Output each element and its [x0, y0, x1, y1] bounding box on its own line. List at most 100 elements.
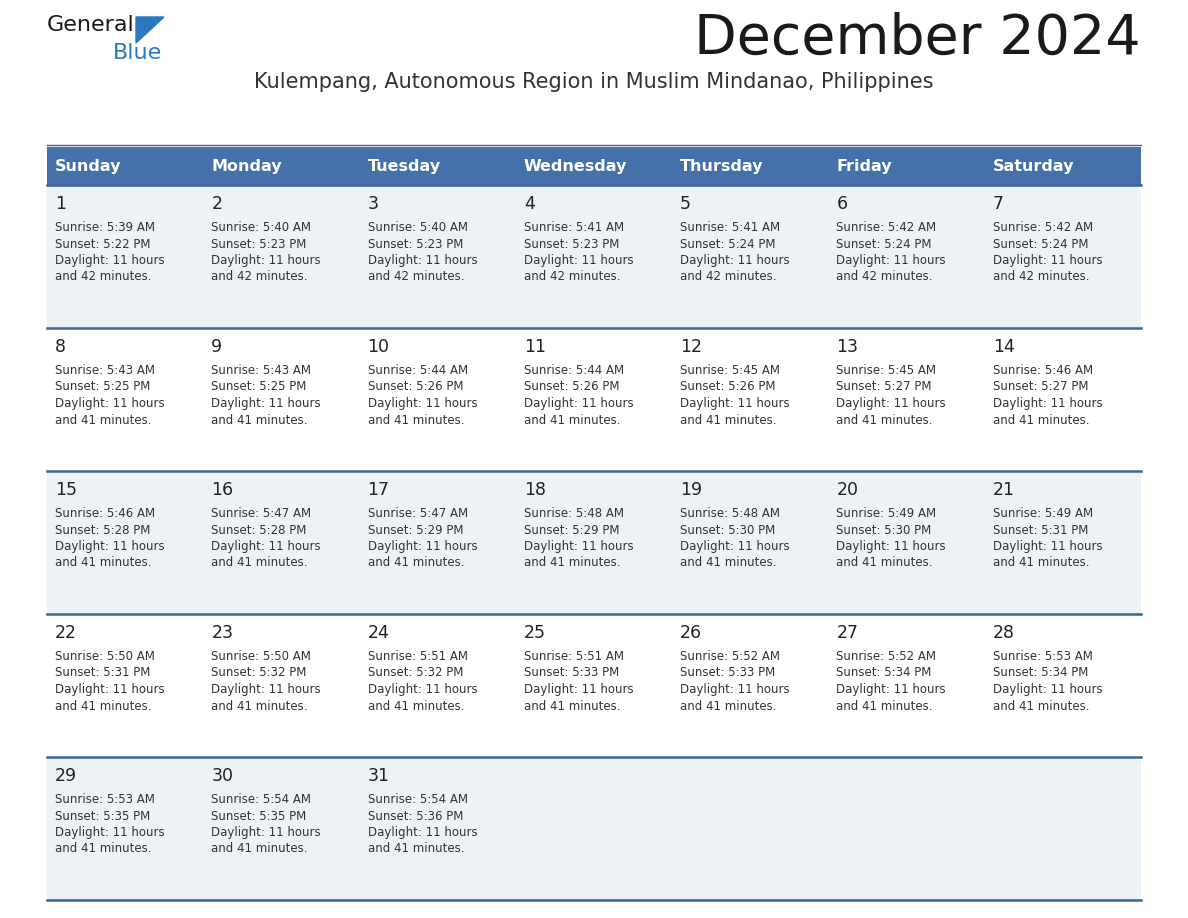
Text: Sunrise: 5:48 AM: Sunrise: 5:48 AM [524, 507, 624, 520]
Text: Sunrise: 5:46 AM: Sunrise: 5:46 AM [55, 507, 156, 520]
Text: Daylight: 11 hours: Daylight: 11 hours [367, 683, 478, 696]
Text: Sunset: 5:25 PM: Sunset: 5:25 PM [55, 380, 151, 394]
Polygon shape [135, 17, 164, 43]
Text: 17: 17 [367, 481, 390, 499]
Text: Sunset: 5:23 PM: Sunset: 5:23 PM [367, 238, 463, 251]
Text: and 41 minutes.: and 41 minutes. [211, 843, 308, 856]
Text: and 41 minutes.: and 41 minutes. [681, 556, 777, 569]
Text: Sunset: 5:29 PM: Sunset: 5:29 PM [367, 523, 463, 536]
Text: Sunset: 5:27 PM: Sunset: 5:27 PM [993, 380, 1088, 394]
Text: Sunrise: 5:53 AM: Sunrise: 5:53 AM [993, 650, 1093, 663]
Text: 30: 30 [211, 767, 233, 785]
Text: Sunset: 5:23 PM: Sunset: 5:23 PM [211, 238, 307, 251]
Text: Sunset: 5:31 PM: Sunset: 5:31 PM [993, 523, 1088, 536]
Text: Daylight: 11 hours: Daylight: 11 hours [993, 254, 1102, 267]
Text: Saturday: Saturday [993, 159, 1074, 174]
Text: Daylight: 11 hours: Daylight: 11 hours [55, 397, 165, 410]
Text: Sunrise: 5:50 AM: Sunrise: 5:50 AM [55, 650, 154, 663]
Text: Sunset: 5:33 PM: Sunset: 5:33 PM [681, 666, 776, 679]
Text: Sunrise: 5:42 AM: Sunrise: 5:42 AM [993, 221, 1093, 234]
Text: Daylight: 11 hours: Daylight: 11 hours [55, 540, 165, 553]
Text: Sunset: 5:33 PM: Sunset: 5:33 PM [524, 666, 619, 679]
Text: Daylight: 11 hours: Daylight: 11 hours [993, 540, 1102, 553]
Text: Sunset: 5:28 PM: Sunset: 5:28 PM [211, 523, 307, 536]
Text: 21: 21 [993, 481, 1015, 499]
Text: and 42 minutes.: and 42 minutes. [524, 271, 620, 284]
Bar [203, 147, 360, 185]
Text: Sunrise: 5:43 AM: Sunrise: 5:43 AM [211, 364, 311, 377]
Text: Daylight: 11 hours: Daylight: 11 hours [55, 254, 165, 267]
Text: and 41 minutes.: and 41 minutes. [681, 700, 777, 712]
Text: 8: 8 [55, 338, 67, 356]
Text: 29: 29 [55, 767, 77, 785]
Text: Tuesday: Tuesday [367, 159, 441, 174]
Text: Sunset: 5:30 PM: Sunset: 5:30 PM [681, 523, 776, 536]
Text: 16: 16 [211, 481, 233, 499]
Text: Sunrise: 5:51 AM: Sunrise: 5:51 AM [367, 650, 468, 663]
Text: and 41 minutes.: and 41 minutes. [836, 556, 933, 569]
Text: Sunset: 5:34 PM: Sunset: 5:34 PM [836, 666, 931, 679]
Text: and 41 minutes.: and 41 minutes. [524, 413, 620, 427]
Text: and 41 minutes.: and 41 minutes. [55, 413, 152, 427]
Text: Sunrise: 5:41 AM: Sunrise: 5:41 AM [524, 221, 624, 234]
Text: and 41 minutes.: and 41 minutes. [993, 413, 1089, 427]
Text: Daylight: 11 hours: Daylight: 11 hours [681, 683, 790, 696]
Text: Sunset: 5:30 PM: Sunset: 5:30 PM [836, 523, 931, 536]
Text: Sunrise: 5:40 AM: Sunrise: 5:40 AM [211, 221, 311, 234]
Bar [985, 147, 1140, 185]
Text: 18: 18 [524, 481, 545, 499]
Text: and 41 minutes.: and 41 minutes. [55, 843, 152, 856]
Text: Sunrise: 5:49 AM: Sunrise: 5:49 AM [836, 507, 936, 520]
Text: and 41 minutes.: and 41 minutes. [211, 556, 308, 569]
Text: Sunset: 5:32 PM: Sunset: 5:32 PM [367, 666, 463, 679]
Text: Daylight: 11 hours: Daylight: 11 hours [681, 397, 790, 410]
Text: Daylight: 11 hours: Daylight: 11 hours [681, 540, 790, 553]
Text: Sunset: 5:24 PM: Sunset: 5:24 PM [993, 238, 1088, 251]
Text: Daylight: 11 hours: Daylight: 11 hours [211, 397, 321, 410]
Text: Sunrise: 5:43 AM: Sunrise: 5:43 AM [55, 364, 154, 377]
Text: General: General [48, 15, 134, 35]
Bar [48, 185, 1140, 328]
Text: and 41 minutes.: and 41 minutes. [211, 413, 308, 427]
Text: 12: 12 [681, 338, 702, 356]
Text: Daylight: 11 hours: Daylight: 11 hours [681, 254, 790, 267]
Text: Daylight: 11 hours: Daylight: 11 hours [211, 683, 321, 696]
Text: Daylight: 11 hours: Daylight: 11 hours [367, 397, 478, 410]
Text: and 41 minutes.: and 41 minutes. [367, 700, 465, 712]
Text: Sunrise: 5:52 AM: Sunrise: 5:52 AM [836, 650, 936, 663]
Text: 28: 28 [993, 624, 1015, 642]
Bar [360, 147, 516, 185]
Text: Sunrise: 5:47 AM: Sunrise: 5:47 AM [367, 507, 468, 520]
Text: Sunrise: 5:40 AM: Sunrise: 5:40 AM [367, 221, 468, 234]
Text: Sunday: Sunday [55, 159, 121, 174]
Text: Sunset: 5:28 PM: Sunset: 5:28 PM [55, 523, 151, 536]
Text: Daylight: 11 hours: Daylight: 11 hours [524, 683, 633, 696]
Text: and 42 minutes.: and 42 minutes. [211, 271, 308, 284]
Text: 6: 6 [836, 195, 847, 213]
Text: Daylight: 11 hours: Daylight: 11 hours [993, 397, 1102, 410]
Text: 3: 3 [367, 195, 379, 213]
Text: Blue: Blue [113, 43, 163, 63]
Text: Daylight: 11 hours: Daylight: 11 hours [211, 540, 321, 553]
Text: and 42 minutes.: and 42 minutes. [993, 271, 1089, 284]
Text: Daylight: 11 hours: Daylight: 11 hours [993, 683, 1102, 696]
Text: 20: 20 [836, 481, 859, 499]
Text: 22: 22 [55, 624, 77, 642]
Bar [48, 328, 1140, 471]
Bar [48, 471, 1140, 614]
Text: Sunset: 5:26 PM: Sunset: 5:26 PM [524, 380, 619, 394]
Text: Daylight: 11 hours: Daylight: 11 hours [836, 540, 946, 553]
Text: and 42 minutes.: and 42 minutes. [681, 271, 777, 284]
Text: Sunset: 5:32 PM: Sunset: 5:32 PM [211, 666, 307, 679]
Text: Daylight: 11 hours: Daylight: 11 hours [367, 826, 478, 839]
Text: and 41 minutes.: and 41 minutes. [681, 413, 777, 427]
Text: 26: 26 [681, 624, 702, 642]
Text: Daylight: 11 hours: Daylight: 11 hours [524, 397, 633, 410]
Text: 1: 1 [55, 195, 67, 213]
Text: and 41 minutes.: and 41 minutes. [993, 700, 1089, 712]
Text: Daylight: 11 hours: Daylight: 11 hours [367, 254, 478, 267]
Text: Sunrise: 5:45 AM: Sunrise: 5:45 AM [681, 364, 781, 377]
Text: and 42 minutes.: and 42 minutes. [836, 271, 933, 284]
Bar [828, 147, 985, 185]
Text: and 41 minutes.: and 41 minutes. [211, 700, 308, 712]
